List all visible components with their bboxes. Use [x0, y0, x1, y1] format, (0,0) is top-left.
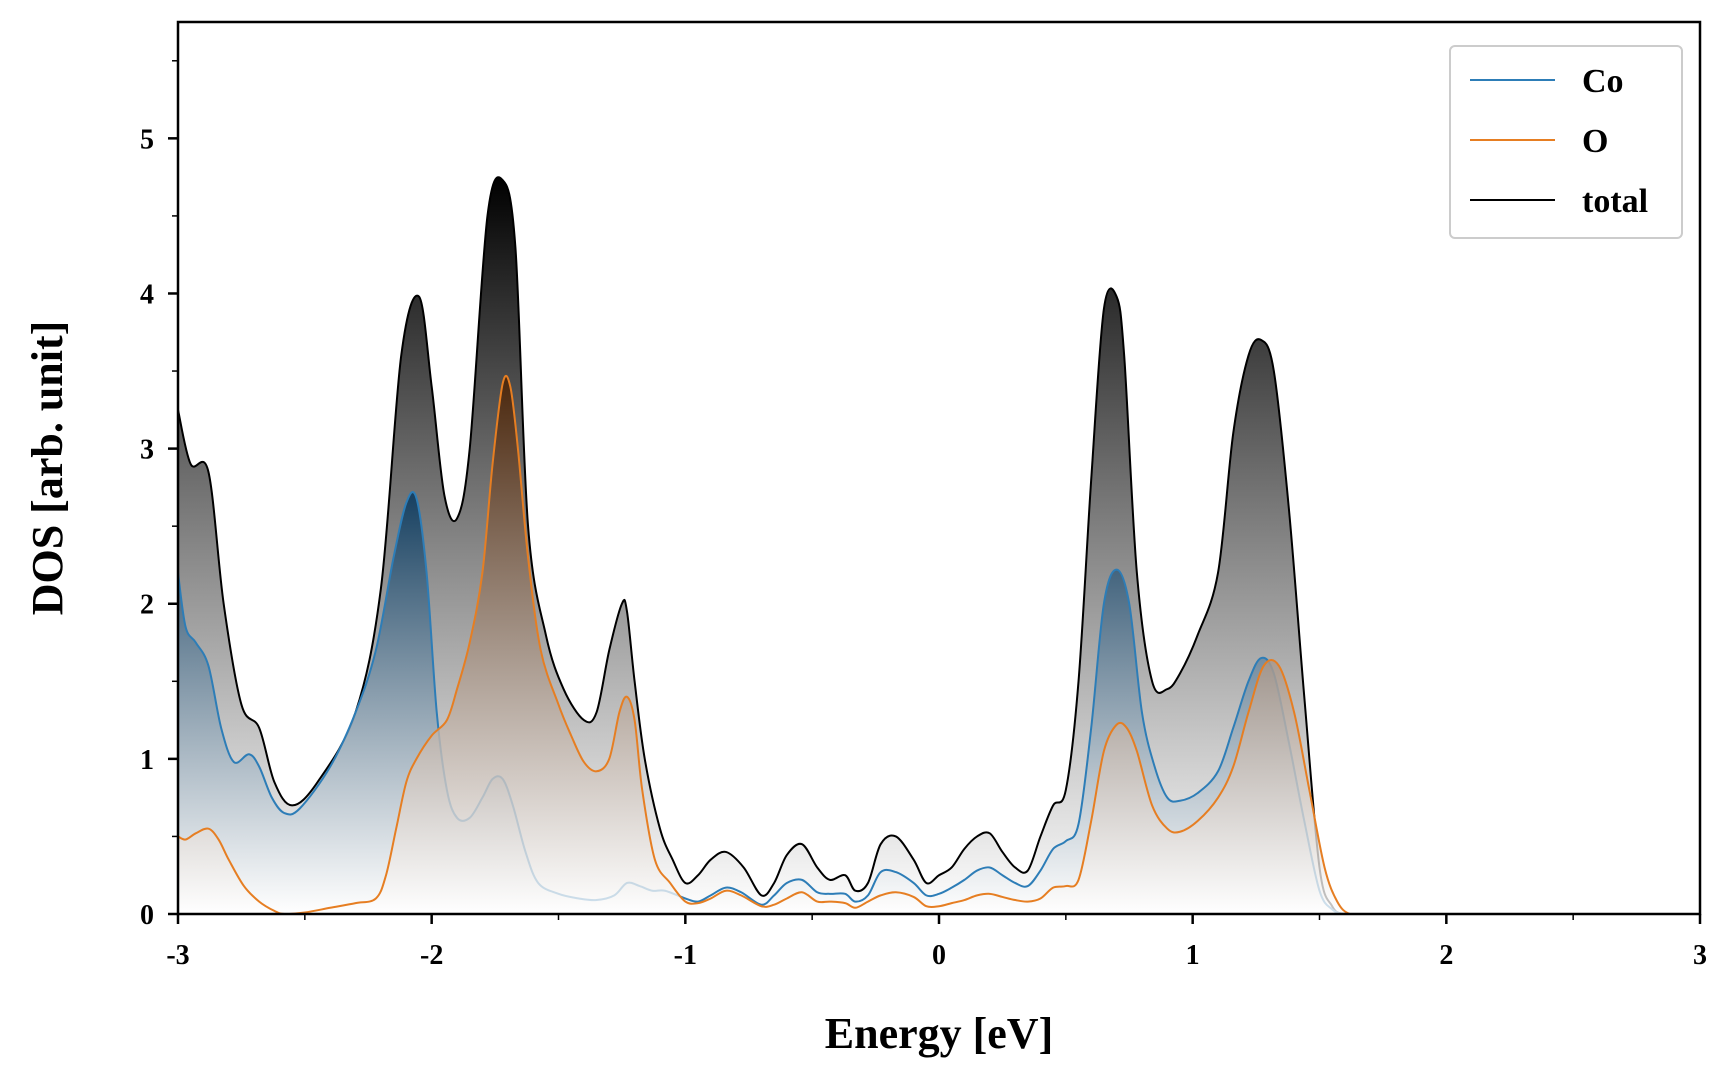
- legend-box: [1449, 45, 1683, 239]
- area-o: [178, 375, 1700, 914]
- y-tick-label: 4: [140, 279, 154, 310]
- plot-area: [178, 176, 1700, 914]
- x-tick-label: 3: [1693, 940, 1707, 971]
- y-tick-label: 3: [140, 435, 154, 466]
- x-tick-label: 2: [1439, 940, 1453, 971]
- legend-label-co: Co: [1582, 63, 1624, 100]
- x-tick-label: -2: [420, 940, 443, 971]
- x-tick-label: -3: [166, 940, 189, 971]
- y-tick-label: 2: [140, 590, 154, 621]
- legend-label-o: O: [1582, 123, 1608, 160]
- series-line-total: [178, 176, 1700, 914]
- x-tick-label: 1: [1186, 940, 1200, 971]
- series-line-co: [178, 491, 1700, 914]
- series-line-o: [178, 374, 1700, 914]
- x-axis-title: Energy [eV]: [825, 1009, 1054, 1058]
- axis-ticks: -3 -2 -1 0 1 2 3 0 1 2 3 4 5: [140, 60, 1707, 971]
- y-tick-label: 1: [140, 745, 154, 776]
- x-tick-label: -1: [674, 940, 697, 971]
- y-tick-label: 5: [140, 124, 154, 155]
- legend-label-total: total: [1582, 183, 1648, 220]
- y-tick-label: 0: [140, 900, 154, 931]
- area-co: [178, 492, 1700, 914]
- x-tick-label: 0: [932, 940, 946, 971]
- y-axis-title: DOS [arb. unit]: [23, 321, 72, 616]
